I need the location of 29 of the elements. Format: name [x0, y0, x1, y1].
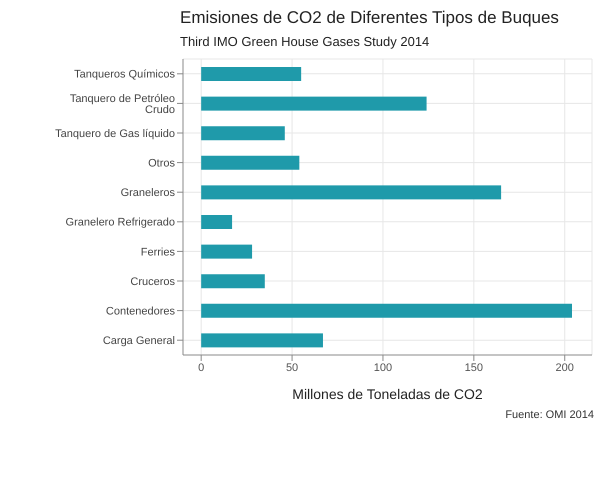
bar [201, 244, 252, 259]
chart-title: Emisiones de CO2 de Diferentes Tipos de Buques [180, 8, 560, 28]
y-tick-label: Tanqueros Químicos [74, 68, 176, 81]
y-tick-label: Tanquero de Gas líquido [55, 128, 175, 140]
y-tick-label: Carga General [102, 335, 175, 348]
y-tick-label: Granelero Refrigerado [66, 216, 175, 229]
bar [201, 126, 285, 140]
bar [201, 215, 232, 229]
source-note: Fuente: OMI 2014 [504, 409, 594, 421]
bar [201, 304, 572, 318]
x-axis-title: Millones de Toneladas de CO2 [292, 386, 483, 402]
y-tick-label: Ferries [140, 246, 176, 258]
bar [201, 185, 502, 200]
bar [201, 333, 323, 348]
y-tick-label: Cruceros [130, 276, 176, 288]
bar [201, 96, 427, 111]
y-tick-label: Graneleros [120, 187, 176, 200]
y-tick-label: Tanquero de Petróleo Crudo [70, 92, 175, 116]
x-tick-label: 100 [374, 362, 392, 374]
x-tick-label: 0 [198, 362, 204, 374]
y-tick-label: Otros [148, 158, 176, 170]
bar [201, 156, 300, 170]
chart-subtitle: Third IMO Green House Gases Study 2014 [180, 34, 430, 49]
x-tick-label: 150 [464, 362, 484, 374]
x-tick-label: 50 [286, 362, 298, 374]
bar [201, 67, 302, 81]
bar [201, 274, 265, 288]
y-tick-label: Contenedores [106, 306, 176, 318]
x-tick-label: 200 [556, 362, 574, 374]
